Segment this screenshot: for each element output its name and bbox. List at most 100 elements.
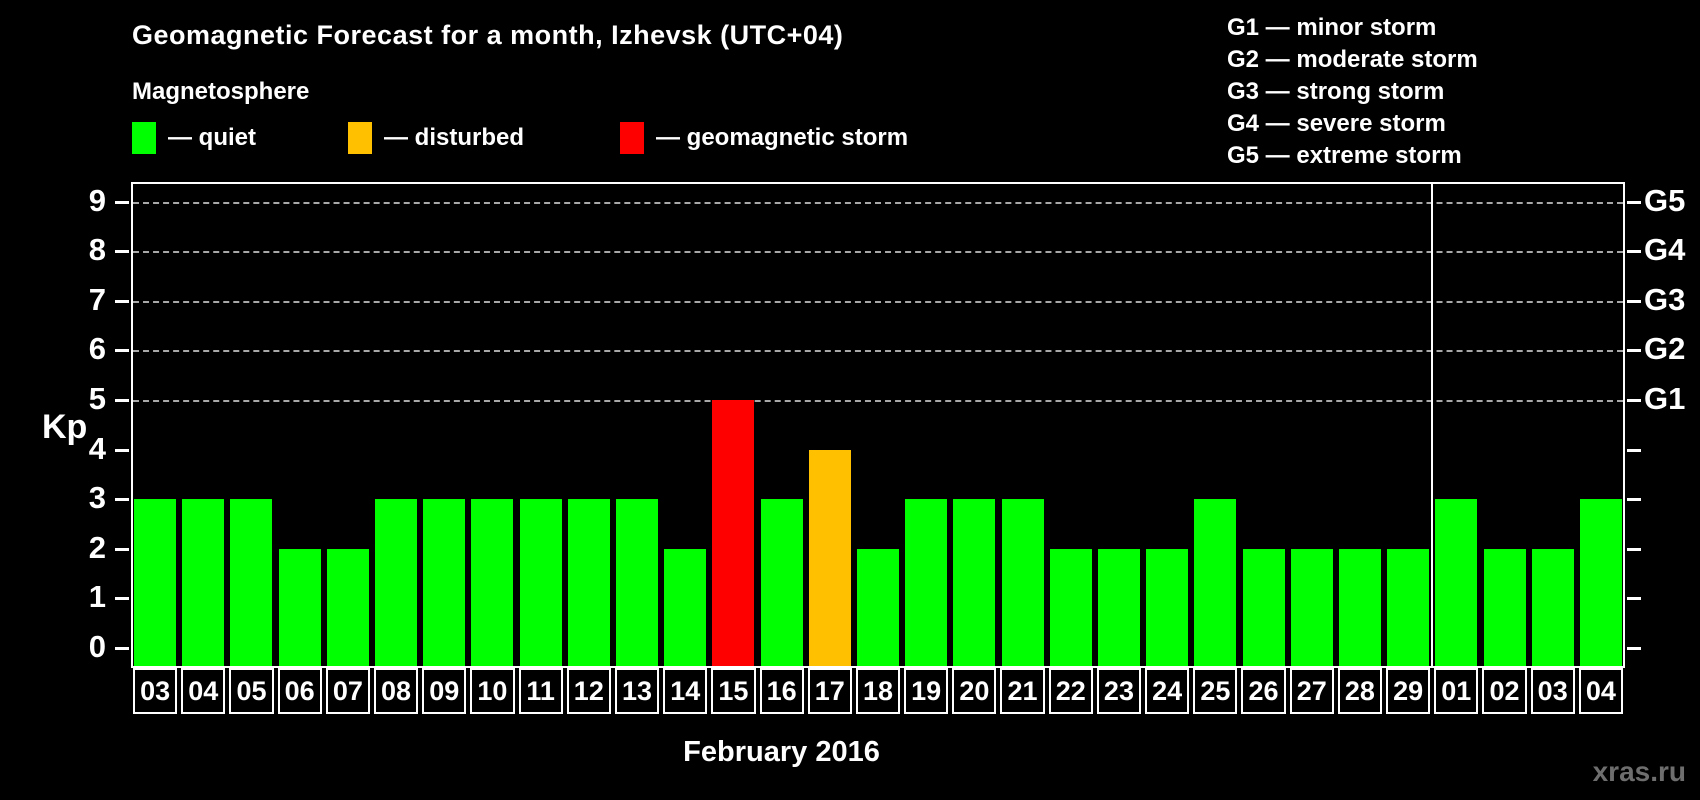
kp-bar-day-18-feb [857,548,899,666]
disturbed-color-swatch [348,122,372,154]
kp-bar-day-03-mar [1531,548,1574,666]
storm-scale-legend: G1 — minor storm G2 — moderate storm G3 — … [1227,12,1478,172]
g-scale-axis-label-G4: G4 [1644,232,1686,268]
y-axis-label-0: 0 [88,629,106,664]
watermark: xras.ru [1592,756,1686,787]
kp-bar-day-01-mar [1435,499,1478,666]
storm-color-swatch [620,122,644,154]
kp-bar-day-29-feb [1387,548,1430,666]
day-label-26-feb: 26 [1241,668,1286,714]
legend-label: — quiet [168,124,256,151]
legend-label: — geomagnetic storm [656,124,909,151]
day-label-10-feb: 10 [470,668,515,714]
day-label-29-feb: 29 [1386,668,1431,714]
kp-bar-day-14-feb [664,548,707,666]
y-axis-label-4: 4 [88,430,106,466]
gridline-kp-6 [133,350,1623,353]
day-label-16-feb: 16 [759,668,804,714]
storm-scale-line: G2 — moderate storm [1227,46,1478,73]
day-label-15-feb: 15 [711,668,756,714]
kp-bar-day-25-feb [1194,499,1237,666]
magnetosphere-subtitle: Magnetosphere [132,78,310,105]
gridline-kp-9 [133,201,1623,204]
kp-bar-day-24-feb [1146,548,1189,666]
g-scale-axis-label-G5: G5 [1644,182,1686,218]
day-label-04-mar: 04 [1578,668,1623,714]
kp-bar-day-10-feb [471,499,514,666]
kp-bar-day-02-mar [1483,548,1526,666]
day-label-13-feb: 13 [614,668,660,714]
right-tick-kp-9 [1627,200,1641,204]
kp-bar-day-21-feb [1001,499,1044,666]
plot-area [131,182,1625,668]
g-scale-axis-label-G1: G1 [1644,381,1686,416]
legend-item-quiet: — quiet [132,120,256,156]
page-title: Geomagnetic Forecast for a month, Izhevs… [132,20,844,50]
day-label-06-feb: 06 [277,668,322,714]
left-tick-kp-6 [115,349,129,353]
day-label-25-feb: 25 [1193,668,1238,714]
y-axis-label-7: 7 [88,281,106,317]
right-tick-kp-5 [1627,399,1641,402]
kp-bar-day-23-feb [1097,548,1140,666]
day-label-14-feb: 14 [663,668,708,714]
left-tick-kp-0 [115,647,129,650]
day-label-20-feb: 20 [952,668,997,714]
storm-scale-line: G5 — extreme storm [1227,142,1462,169]
day-label-27-feb: 27 [1289,668,1334,714]
kp-bar-day-05-feb [230,499,273,666]
day-label-05-feb: 05 [229,668,274,714]
day-label-18-feb: 18 [855,668,901,714]
right-tick-kp-4 [1627,448,1641,452]
y-axis-label-3: 3 [88,480,106,516]
day-label-23-feb: 23 [1096,668,1142,714]
g-scale-axis-label-G2: G2 [1644,331,1686,367]
left-tick-kp-7 [115,299,129,303]
kp-bar-day-16-feb [760,499,803,666]
g-scale-axis-label-G3: G3 [1644,281,1686,317]
day-label-11-feb: 11 [518,668,563,714]
left-tick-kp-5 [115,399,129,402]
kp-bar-day-11-feb [519,499,562,666]
storm-scale-line: G1 — minor storm [1227,14,1437,41]
kp-bar-day-06-feb [278,548,321,666]
right-tick-kp-2 [1627,547,1641,551]
y-axis-label-2: 2 [88,529,106,565]
left-tick-kp-1 [115,597,129,601]
right-tick-kp-0 [1627,647,1641,650]
right-tick-kp-6 [1627,349,1641,353]
day-label-08-feb: 08 [373,668,419,714]
x-axis-title: February 2016 [683,736,880,768]
day-label-28-feb: 28 [1337,668,1383,714]
right-tick-kp-7 [1627,299,1641,303]
day-label-17-feb: 17 [807,668,852,714]
left-tick-kp-3 [115,498,129,502]
y-axis-label-5: 5 [88,381,106,416]
day-label-02-mar: 02 [1482,668,1527,714]
day-label-03-mar: 03 [1530,668,1575,714]
kp-bar-day-17-feb [808,449,851,666]
left-tick-kp-8 [115,250,129,254]
kp-bar-day-26-feb [1242,548,1285,666]
storm-scale-line: G3 — strong storm [1227,78,1445,105]
gridline-kp-8 [133,251,1623,254]
right-tick-kp-1 [1627,597,1641,601]
day-label-22-feb: 22 [1048,668,1093,714]
kp-bar-day-22-feb [1049,548,1092,666]
y-axis-label-9: 9 [88,182,106,218]
legend-item-storm: — geomagnetic storm [620,120,908,156]
y-axis-label-1: 1 [88,579,106,615]
day-label-07-feb: 07 [325,668,370,714]
kp-bar-day-07-feb [326,548,369,666]
kp-bar-day-03-feb [134,499,177,666]
kp-bar-day-09-feb [423,499,466,666]
day-label-21-feb: 21 [1000,668,1045,714]
magnetosphere-legend: — quiet — disturbed — geomagnetic storm [0,120,1100,156]
day-label-04-feb: 04 [181,668,226,714]
left-tick-kp-4 [115,448,129,452]
legend-item-disturbed: — disturbed [348,120,524,156]
kp-bar-day-27-feb [1290,548,1333,666]
kp-bar-day-04-mar [1579,499,1622,666]
kp-bar-day-15-feb [712,400,755,666]
